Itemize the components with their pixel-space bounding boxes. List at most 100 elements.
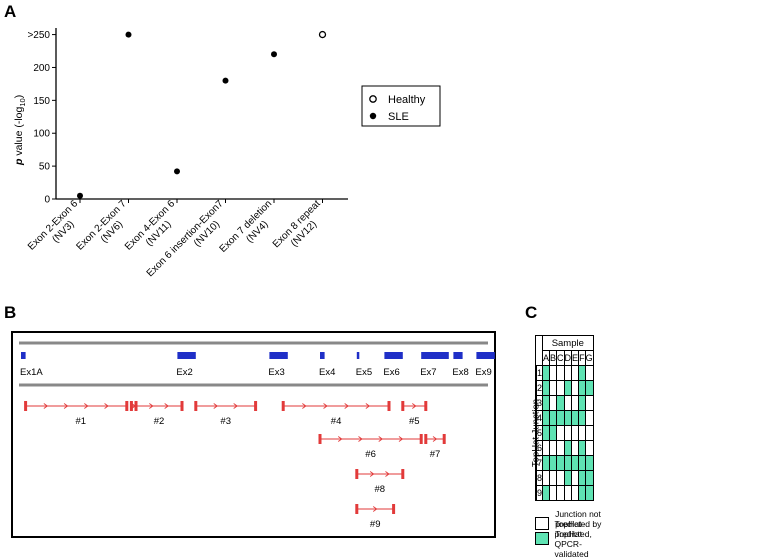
- junction-end-left: [355, 504, 359, 514]
- panel-label-a: A: [4, 2, 17, 21]
- exon-ex7: [421, 352, 449, 359]
- data-point-sle: [222, 77, 229, 84]
- table-cell-e: [571, 395, 580, 411]
- junction-end-right: [387, 401, 391, 411]
- column-header-d: D: [563, 350, 573, 366]
- exon-ex1a: [21, 352, 26, 359]
- junction-end-right: [125, 401, 129, 411]
- table-cell-e: [571, 440, 580, 456]
- table-cell-g: [584, 485, 594, 501]
- exon-label-ex2: Ex2: [176, 367, 192, 378]
- legend-text: Junction not predicted by TopHat: [555, 508, 602, 539]
- exon-ex4: [320, 352, 325, 359]
- row-header: 9: [535, 485, 544, 501]
- table-cell-a: [542, 470, 551, 486]
- table-cell-b: [549, 470, 558, 486]
- table-cell-c: [556, 485, 565, 501]
- column-header-a: A: [542, 350, 551, 366]
- legend-swatch: [535, 532, 549, 545]
- junction-end-left: [355, 469, 359, 479]
- table-cell-b: [549, 395, 558, 411]
- panel-b: B Ex1A Ex2 Ex3 Ex4 Ex5 Ex6 Ex7 Ex8 Ex9 #1 #2 #3 #4 #5…: [0, 300, 505, 548]
- data-point-sle: [174, 168, 180, 175]
- table-cell-c: [556, 455, 565, 471]
- junction-arrow: [213, 403, 219, 409]
- junction-end-left: [318, 434, 322, 444]
- junction-arrow: [323, 403, 328, 409]
- table-cell-g: [584, 425, 594, 441]
- panel-a: A 0 50 100 150 200 >250 p value (-log10) Exon 2…: [0, 0, 470, 305]
- column-header-c: C: [556, 350, 565, 366]
- junction-label: #7: [430, 449, 441, 460]
- junction-end-left: [281, 401, 285, 411]
- junction-end-left: [129, 401, 133, 411]
- junction-diagram: Ex1A Ex2 Ex3 Ex4 Ex5 Ex6 Ex7 Ex8 Ex9 #1 #2 #3 #4 #5 #6…: [11, 331, 496, 538]
- junction-arrow: [344, 403, 349, 409]
- legend-text: TopHat-predicted, QPCR-validated: [554, 518, 592, 559]
- exon-ex6: [384, 352, 403, 359]
- junction-arrow: [164, 403, 169, 409]
- exon-ex3: [269, 352, 288, 359]
- data-point-sle: [271, 51, 277, 58]
- row-axis-label-cell: TopHat Junction: [531, 365, 542, 501]
- y-tick-label: 100: [33, 129, 50, 140]
- junction-label: #1: [76, 416, 87, 427]
- table-cell-a: [542, 395, 551, 411]
- table-cell-c: [556, 425, 565, 441]
- junction-arrow: [369, 471, 375, 477]
- table-cell-a: [542, 380, 551, 396]
- table-cell-g: [584, 455, 594, 471]
- junction-end-right: [180, 401, 184, 411]
- x-tick-label: Exon 2-Exon 6(NV3): [26, 198, 80, 252]
- exon-ex2: [177, 352, 196, 359]
- table-cell-e: [571, 365, 580, 381]
- y-tick-label: 50: [39, 162, 51, 173]
- legend-marker-sle: [369, 112, 377, 120]
- junction-arrow: [84, 403, 89, 409]
- sample-header: Sample: [542, 335, 594, 351]
- exon-label-ex6: Ex6: [383, 367, 399, 378]
- table-cell-d: [563, 395, 573, 411]
- junction-end-left: [194, 401, 198, 411]
- panel-label-b: B: [4, 303, 17, 322]
- table-cell-d: [563, 470, 573, 486]
- exon-label-ex5: Ex5: [356, 367, 372, 378]
- table-cell-b: [549, 410, 558, 426]
- table-cell-a: [542, 365, 551, 381]
- junction-end-left: [134, 401, 138, 411]
- junction-end-right: [424, 401, 428, 411]
- legend-label-healthy: Healthy: [388, 94, 426, 106]
- legend-row: Junction not predicted by TopHat: [535, 509, 608, 539]
- table-cell-g: [584, 395, 594, 411]
- table-cell-c: [556, 395, 565, 411]
- junction-end-right: [442, 434, 446, 444]
- table-cell-a: [542, 410, 551, 426]
- legend-label-sle: SLE: [388, 111, 409, 123]
- exon-label-ex9: Ex9: [475, 367, 491, 378]
- table-cell-d: [563, 455, 573, 471]
- exon-label-ex3: Ex3: [268, 367, 284, 378]
- legend-row: TopHat-predicted, QPCR-validated: [535, 519, 608, 559]
- scatter-chart: 0 50 100 150 200 >250 p value (-log10) Exon 2-E…: [13, 28, 441, 279]
- row-axis-label: TopHat Junction: [530, 398, 542, 468]
- table-cell-e: [571, 485, 580, 501]
- table-cell-e: [571, 470, 580, 486]
- junction-arrow: [378, 436, 383, 442]
- table-cell-c: [556, 440, 565, 456]
- table-cell-d: [563, 380, 573, 396]
- junction-arrow: [358, 436, 363, 442]
- exon-ex5: [356, 352, 360, 359]
- table-cell-c: [556, 380, 565, 396]
- table-cell-e: [571, 380, 580, 396]
- junction-arrow: [233, 403, 238, 409]
- junction-arrow: [149, 403, 154, 409]
- junction-arrow: [365, 403, 371, 409]
- table-cell-b: [549, 365, 558, 381]
- table-cell-g: [584, 410, 594, 426]
- table-cell-d: [563, 440, 573, 456]
- junction-label: #4: [331, 416, 342, 427]
- junction-arrow: [385, 471, 390, 477]
- y-axis-label: p value (-log10): [13, 95, 27, 166]
- column-header-g: G: [584, 350, 594, 366]
- junction-label: #2: [154, 416, 165, 427]
